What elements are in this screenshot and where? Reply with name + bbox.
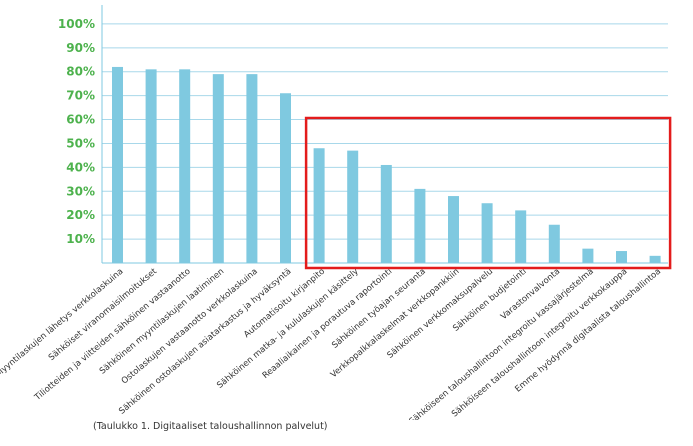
- bars: [112, 66, 661, 263]
- bar: [246, 74, 258, 263]
- bar-chart: 10% 20% 30% 40% 50% 60% 70% 80% 90% 100% Myyntila…: [0, 5, 672, 420]
- y-tick-label: 60%: [66, 113, 95, 127]
- category-label: Varastonvalvonta: [499, 267, 562, 322]
- bar: [347, 150, 359, 263]
- bar: [582, 248, 594, 263]
- bar: [481, 203, 493, 263]
- bar: [515, 210, 527, 263]
- y-tick-label: 100%: [58, 17, 95, 31]
- bar: [616, 251, 627, 263]
- bar: [179, 69, 191, 263]
- y-tick-label: 50%: [66, 136, 95, 150]
- y-tick-label: 30%: [66, 184, 95, 198]
- bar: [313, 148, 325, 263]
- bar: [380, 164, 392, 263]
- bar: [212, 74, 224, 263]
- y-tick-label: 80%: [66, 65, 95, 79]
- y-tick-label: 10%: [66, 232, 95, 246]
- bar: [414, 188, 426, 263]
- category-label: Sähköinen myyntilaskujen laatiminen: [98, 267, 226, 377]
- bar: [145, 69, 157, 263]
- chart-caption: (Taulukko 1. Digitaaliset taloushallinno…: [93, 421, 328, 432]
- bar: [548, 224, 560, 263]
- bar: [649, 255, 661, 263]
- category-label: Tiliotteiden ja viitteiden sähköinen vas…: [32, 267, 192, 404]
- bar: [280, 93, 291, 263]
- bar: [448, 196, 459, 263]
- y-tick-label: 40%: [66, 160, 95, 174]
- highlight-box: [304, 116, 672, 270]
- y-tick-label: 70%: [66, 89, 95, 103]
- x-axis-category-labels: Myyntilaskujen lähetys verkkolaskuinaSäh…: [0, 266, 663, 420]
- y-axis-tick-labels: 10% 20% 30% 40% 50% 60% 70% 80% 90% 100%: [58, 17, 95, 246]
- y-tick-label: 20%: [66, 208, 95, 222]
- bar: [112, 66, 123, 263]
- y-tick-label: 90%: [66, 41, 95, 55]
